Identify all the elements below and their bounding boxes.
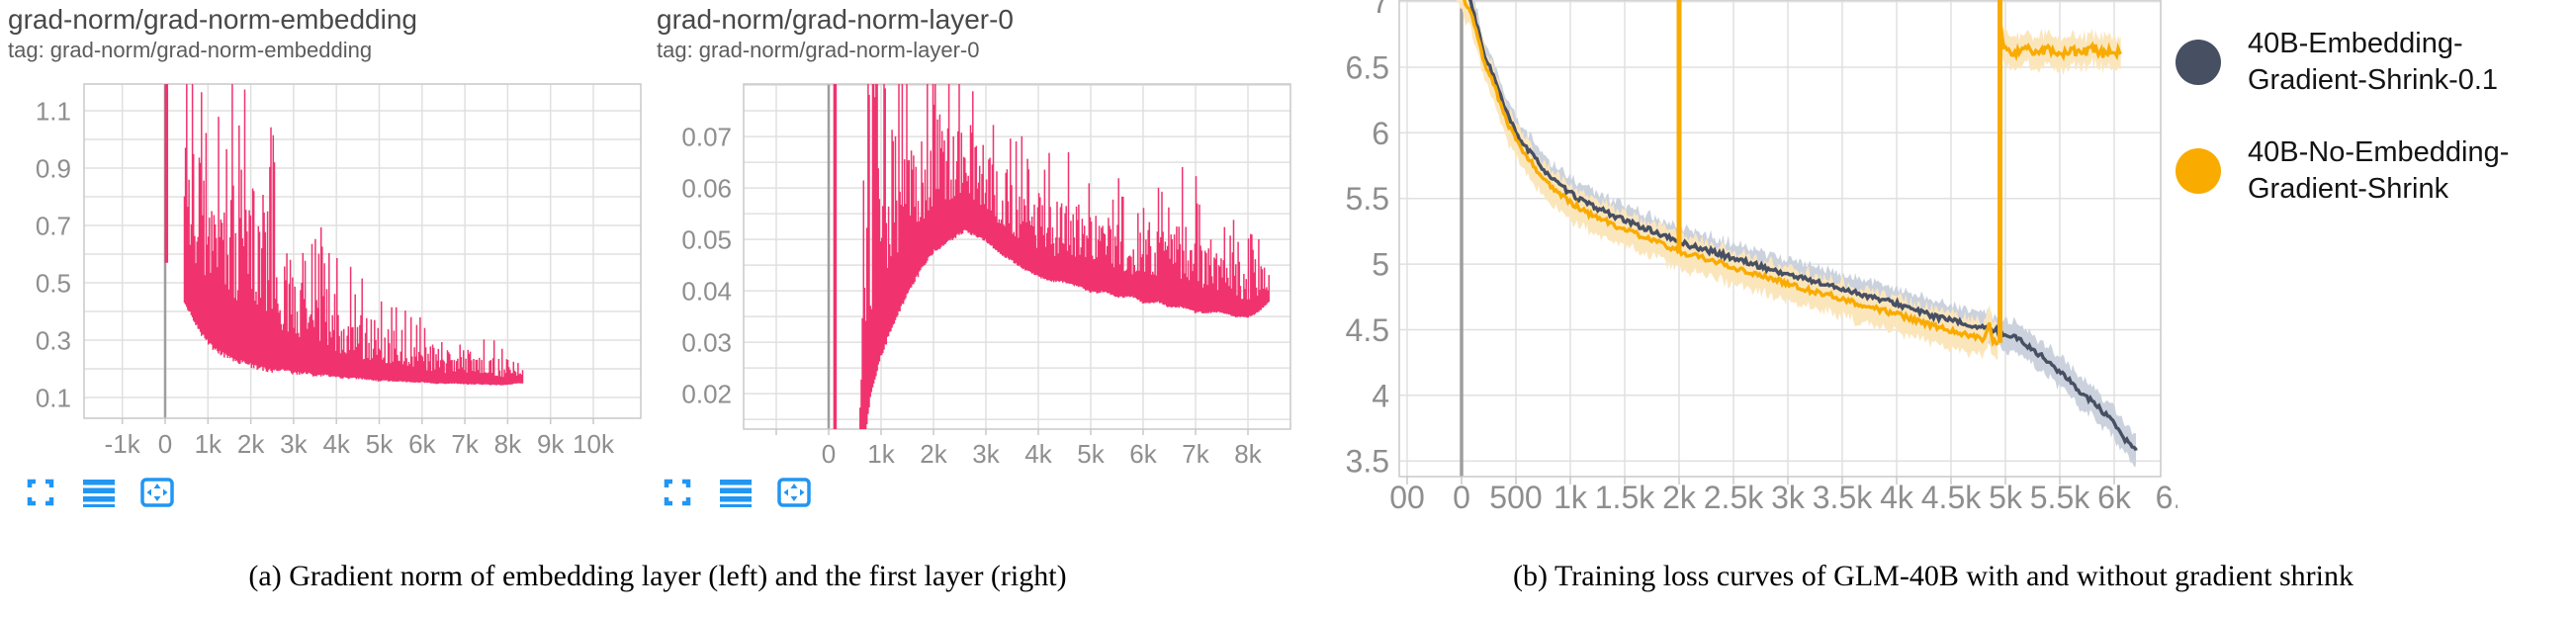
legend-item-no-embedding-shrink[interactable]: 40B-No-Embedding- Gradient-Shrink	[2176, 134, 2509, 208]
svg-text:5.5: 5.5	[1346, 181, 1389, 217]
svg-text:5.5k: 5.5k	[2030, 480, 2090, 515]
svg-text:5k: 5k	[1989, 480, 2023, 515]
svg-text:0.07: 0.07	[681, 122, 732, 151]
layer0-grad-norm-plot[interactable]: 0.07 0.06 0.05 0.04 0.03 0.02 0 1k 2k 3k 4k 5k 6k 7k 8…	[653, 59, 1305, 485]
chart-a-tag: tag: grad-norm/grad-norm-embedding	[8, 38, 373, 62]
svg-text:3k: 3k	[972, 439, 1000, 469]
svg-text:6.: 6.	[2156, 480, 2177, 515]
svg-text:0.06: 0.06	[681, 173, 732, 203]
svg-text:10k: 10k	[573, 429, 615, 459]
svg-text:500: 500	[1489, 480, 1542, 515]
svg-text:4.5: 4.5	[1346, 312, 1389, 348]
fullscreen-icon[interactable]	[24, 477, 57, 508]
chart-a-toolbar	[24, 477, 174, 508]
legend-label: 40B-No-Embedding- Gradient-Shrink	[2248, 136, 2510, 205]
svg-text:3.5: 3.5	[1346, 444, 1389, 480]
fit-domain-icon[interactable]	[140, 477, 174, 508]
training-loss-plot[interactable]: 76.565.554.543.500 0 500 1k 1.5k 2k 2.5k 3k 3.5k…	[1315, 0, 2177, 516]
svg-text:2.5k: 2.5k	[1704, 480, 1764, 515]
svg-text:2k: 2k	[1662, 480, 1697, 515]
svg-text:5: 5	[1372, 247, 1389, 283]
svg-text:3k: 3k	[280, 429, 308, 459]
svg-text:8k: 8k	[1234, 439, 1262, 469]
svg-text:4k: 4k	[1880, 480, 1914, 515]
svg-text:0.05: 0.05	[681, 224, 732, 254]
svg-text:0.7: 0.7	[36, 211, 71, 240]
svg-text:1.1: 1.1	[36, 96, 71, 126]
svg-text:0: 0	[158, 429, 172, 459]
svg-text:0.5: 0.5	[36, 268, 71, 298]
embedding-grad-norm-plot[interactable]: 1.1 0.9 0.7 0.5 0.3 0.1 -1k 0 1k 2k 3k 4k 5k 6k 7k 8k 9k…	[0, 59, 663, 485]
fullscreen-icon[interactable]	[661, 477, 694, 508]
svg-text:1k: 1k	[867, 439, 895, 469]
svg-text:0: 0	[1453, 480, 1470, 515]
svg-text:7k: 7k	[1182, 439, 1209, 469]
svg-text:1.5k: 1.5k	[1595, 480, 1655, 515]
svg-text:1k: 1k	[195, 429, 222, 459]
svg-text:0.02: 0.02	[681, 380, 732, 409]
svg-text:6: 6	[1372, 116, 1389, 151]
runs-list-icon[interactable]	[719, 477, 753, 508]
svg-text:6k: 6k	[2097, 480, 2132, 515]
chart-b-title: grad-norm/grad-norm-layer-0	[657, 4, 1015, 35]
svg-text:0.03: 0.03	[681, 328, 732, 358]
fit-domain-icon[interactable]	[777, 477, 811, 508]
svg-text:7k: 7k	[451, 429, 479, 459]
runs-list-icon[interactable]	[82, 477, 116, 508]
legend: 40B-Embedding- Gradient-Shrink-0.1 40B-N…	[2176, 26, 2509, 243]
svg-text:2k: 2k	[237, 429, 265, 459]
svg-text:-1k: -1k	[105, 429, 141, 459]
caption-a: (a) Gradient norm of embedding layer (le…	[248, 560, 1067, 592]
svg-text:4.5k: 4.5k	[1921, 480, 1982, 515]
legend-swatch-navy	[2176, 40, 2221, 85]
svg-text:5k: 5k	[1077, 439, 1105, 469]
svg-text:0.9: 0.9	[36, 153, 71, 183]
legend-item-embedding-shrink[interactable]: 40B-Embedding- Gradient-Shrink-0.1	[2176, 26, 2509, 99]
svg-text:3k: 3k	[1771, 480, 1806, 515]
svg-text:4k: 4k	[1024, 439, 1052, 469]
svg-text:0.1: 0.1	[36, 383, 71, 412]
svg-text:4: 4	[1372, 378, 1389, 413]
svg-text:0.3: 0.3	[36, 325, 71, 355]
chart-a-title: grad-norm/grad-norm-embedding	[8, 4, 417, 35]
svg-text:4k: 4k	[322, 429, 350, 459]
caption-b: (b) Training loss curves of GLM-40B with…	[1513, 560, 2354, 592]
legend-label: 40B-Embedding- Gradient-Shrink-0.1	[2248, 28, 2499, 96]
svg-text:0.04: 0.04	[681, 276, 732, 306]
svg-text:6.5: 6.5	[1346, 50, 1389, 86]
svg-text:8k: 8k	[494, 429, 522, 459]
svg-text:6k: 6k	[408, 429, 436, 459]
svg-text:5k: 5k	[366, 429, 394, 459]
svg-text:00: 00	[1389, 480, 1425, 515]
legend-swatch-orange	[2176, 148, 2221, 194]
svg-text:6k: 6k	[1129, 439, 1157, 469]
svg-text:1k: 1k	[1554, 480, 1588, 515]
chart-b-tag: tag: grad-norm/grad-norm-layer-0	[657, 38, 980, 62]
svg-text:9k: 9k	[537, 429, 565, 459]
chart-b-toolbar	[661, 477, 811, 508]
svg-text:2k: 2k	[920, 439, 947, 469]
svg-text:0: 0	[822, 439, 836, 469]
svg-text:7: 7	[1372, 0, 1389, 20]
svg-text:3.5k: 3.5k	[1813, 480, 1873, 515]
